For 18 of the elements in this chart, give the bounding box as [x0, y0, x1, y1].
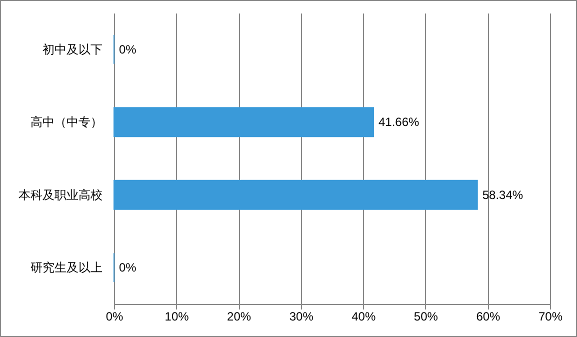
x-tick-label: 20%	[227, 310, 252, 324]
data-label: 0%	[119, 42, 137, 56]
y-tick-label: 研究生及以上	[30, 260, 102, 275]
x-tick-label: 70%	[538, 310, 563, 324]
x-tick-label: 60%	[476, 310, 501, 324]
y-tick-label: 高中（中专）	[30, 115, 102, 130]
data-label: 0%	[119, 260, 137, 275]
x-tick-label: 10%	[164, 310, 190, 324]
bar	[114, 180, 478, 210]
y-tick-label: 初中及以下	[42, 42, 102, 56]
x-tick-label: 0%	[106, 310, 124, 324]
x-tick-label: 40%	[352, 310, 376, 324]
y-tick-label: 本科及职业高校	[18, 188, 102, 202]
x-tick-label: 50%	[414, 310, 438, 324]
bar	[114, 107, 374, 138]
x-tick-label: 30%	[289, 310, 314, 324]
data-label: 58.34%	[482, 188, 524, 202]
data-label: 41.66%	[378, 115, 420, 130]
